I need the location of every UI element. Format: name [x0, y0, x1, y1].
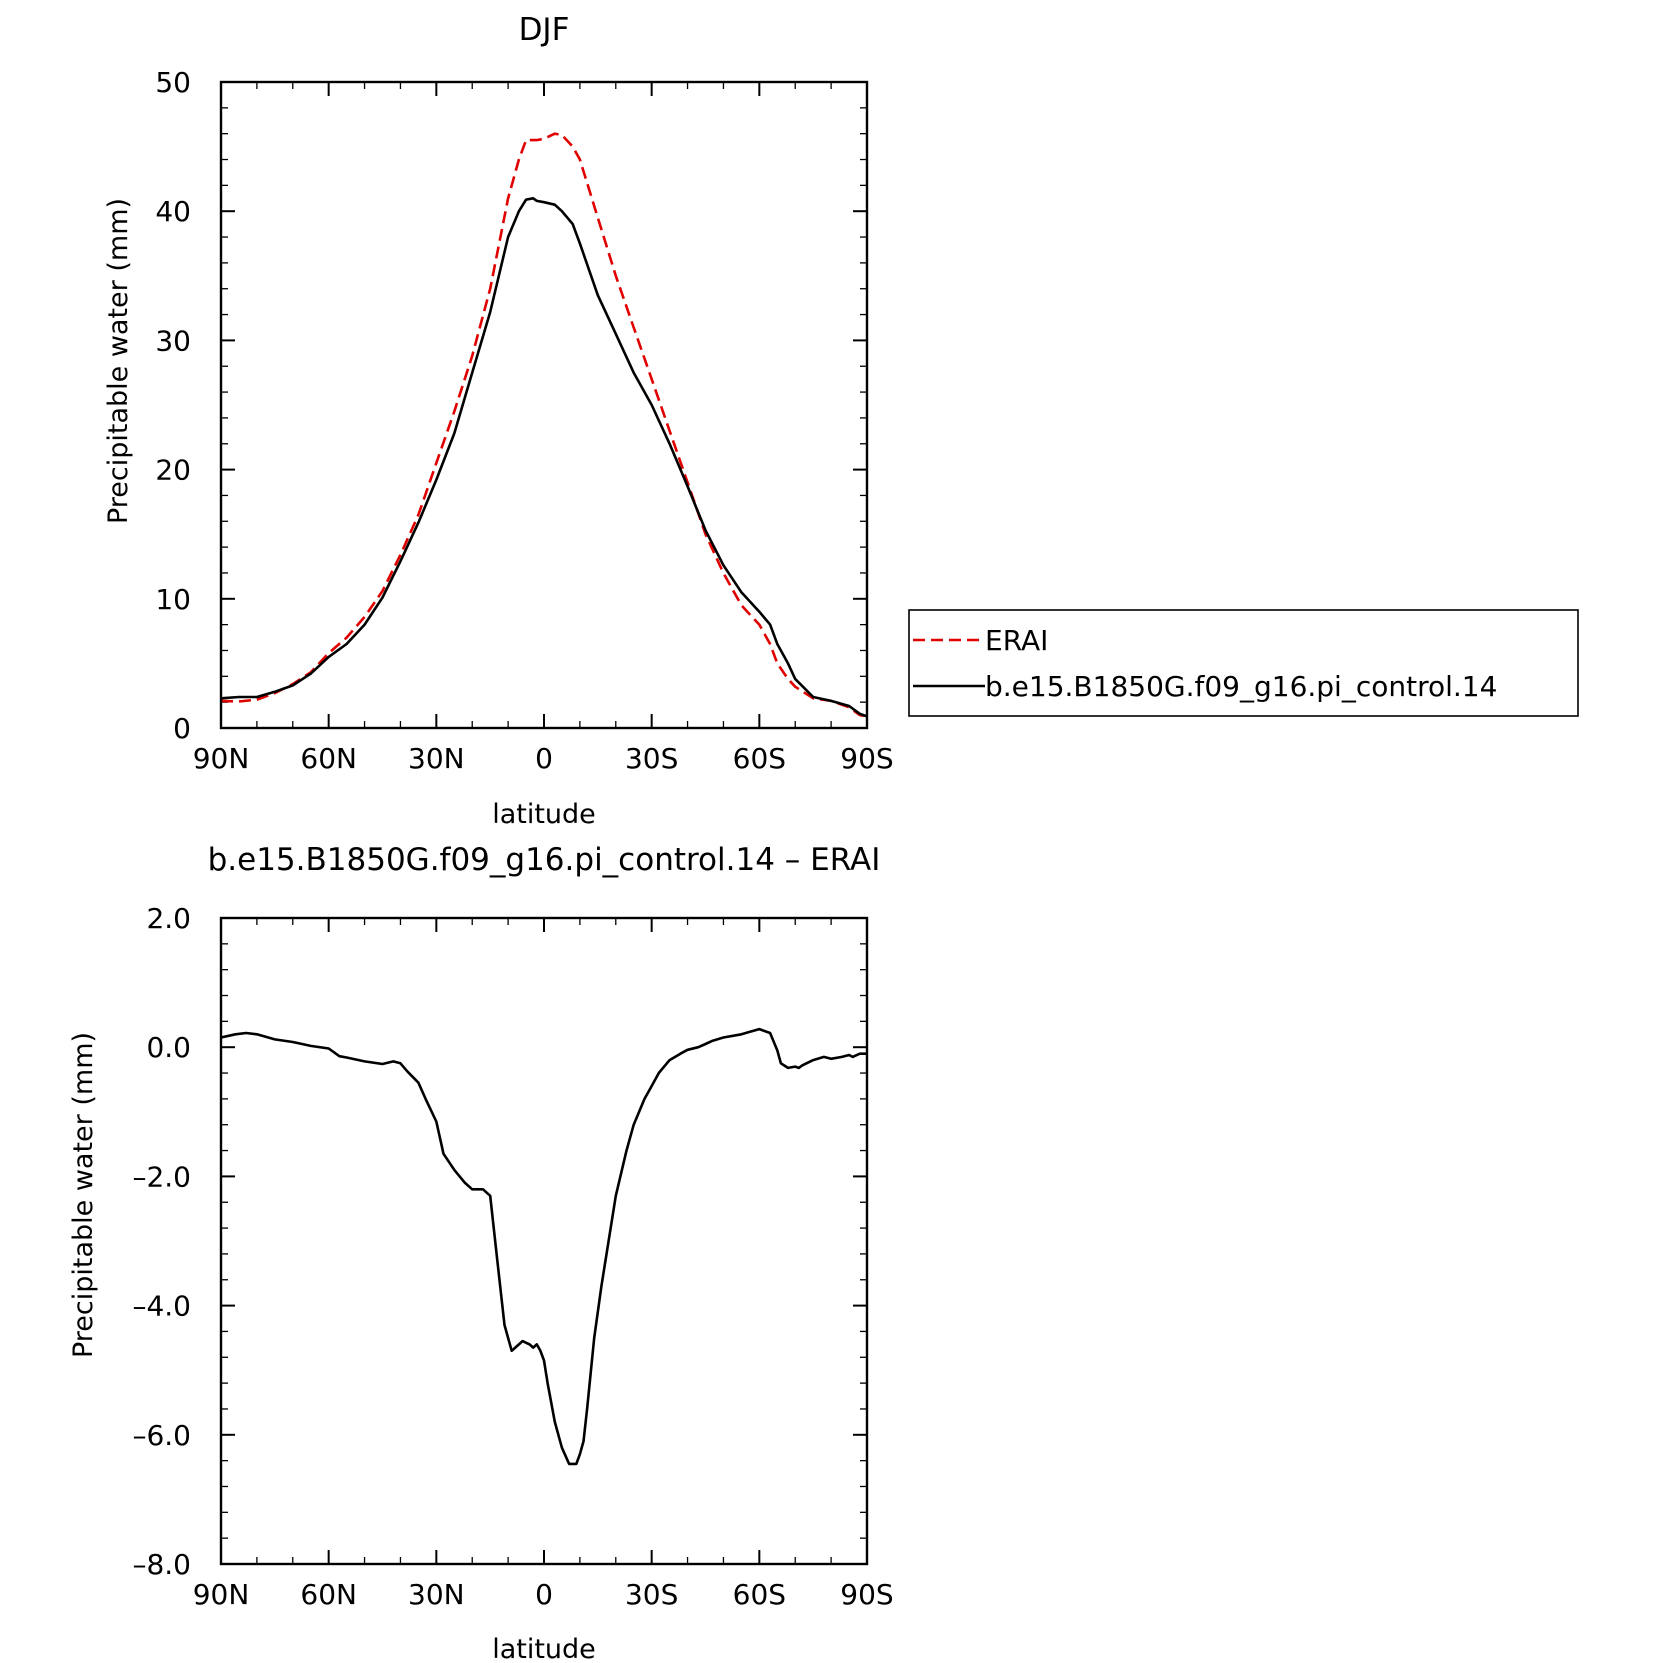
x-tick-label: 60N — [300, 1578, 357, 1611]
top-panel-lines — [220, 132, 868, 718]
x-tick-label: 30S — [625, 742, 678, 775]
x-tick-label: 90S — [840, 742, 893, 775]
bottom-panel-ylabel: Precipitable water (mm) — [68, 1032, 99, 1358]
x-tick-label: 30N — [408, 742, 465, 775]
y-tick-label: 20 — [155, 454, 191, 487]
series-line-erai — [220, 132, 868, 718]
top-panel-title: DJF — [519, 12, 570, 48]
bottom-panel-xlabel: latitude — [492, 1634, 596, 1663]
bottom-panel-title: b.e15.B1850G.f09_g16.pi_control.14 – ERA… — [208, 842, 881, 878]
y-tick-label: 30 — [155, 324, 191, 357]
x-tick-label: 0 — [535, 742, 553, 775]
top-panel-axes: 90N 60N 30N 0 30S 60S 90S 0 10 20 30 40 50 — [155, 66, 893, 775]
x-tick-label: 60N — [300, 742, 357, 775]
x-tick-label: 60S — [733, 742, 786, 775]
x-tick-label: 90N — [193, 1578, 250, 1611]
x-tick-label: 0 — [535, 1578, 553, 1611]
top-panel-xlabel: latitude — [492, 799, 596, 830]
bottom-panel-frame — [219, 916, 869, 1566]
top-panel-ylabel: Precipitable water (mm) — [103, 198, 134, 524]
legend: ERAI b.e15.B1850G.f09_g16.pi_control.14 — [908, 609, 1579, 717]
x-tick-label: 90S — [840, 1578, 893, 1611]
y-tick-label: –8.0 — [132, 1548, 191, 1581]
y-tick-label: –4.0 — [132, 1290, 191, 1323]
y-tick-label: 0.0 — [146, 1031, 191, 1064]
legend-box — [908, 609, 1579, 717]
bottom-panel-axes: 90N 60N 30N 0 30S 60S 90S 2.0 0.0 –2.0 –4.0 –6.0 –8.… — [132, 902, 893, 1611]
top-panel: DJF Precipitable water (mm) latitude 90N… — [103, 12, 894, 830]
x-tick-label: 30S — [625, 1578, 678, 1611]
y-tick-label: 0 — [173, 712, 191, 745]
y-tick-label: –2.0 — [132, 1160, 191, 1193]
y-tick-label: 40 — [155, 195, 191, 228]
y-tick-label: 50 — [155, 66, 191, 99]
y-tick-label: –6.0 — [132, 1419, 191, 1452]
series-line-difference — [220, 1027, 867, 1466]
legend-label-model: b.e15.B1850G.f09_g16.pi_control.14 — [985, 670, 1497, 703]
legend-label-erai: ERAI — [985, 624, 1048, 657]
y-tick-label: 10 — [155, 583, 191, 616]
series-line-b-e15-b1850g-f09-g16-pi-control-14 — [220, 197, 868, 718]
x-tick-label: 90N — [193, 742, 250, 775]
x-tick-label: 60S — [733, 1578, 786, 1611]
bottom-panel: b.e15.B1850G.f09_g16.pi_control.14 – ERA… — [68, 842, 894, 1663]
top-panel-frame — [219, 80, 869, 730]
x-tick-label: 30N — [408, 1578, 465, 1611]
bottom-panel-lines — [220, 1027, 867, 1466]
y-tick-label: 2.0 — [146, 902, 191, 935]
